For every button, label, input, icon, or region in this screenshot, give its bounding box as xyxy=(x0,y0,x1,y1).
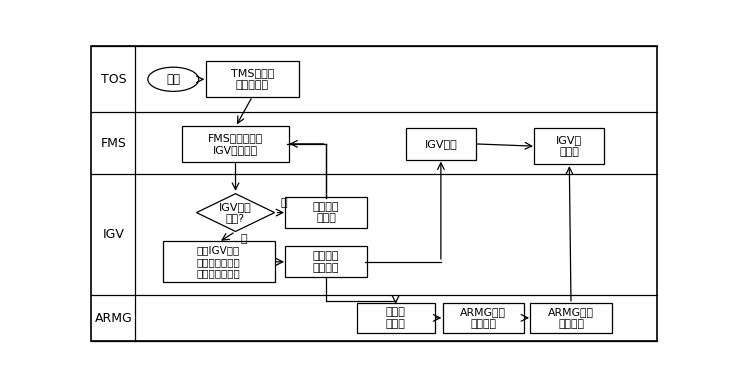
Text: 否: 否 xyxy=(280,198,287,208)
FancyBboxPatch shape xyxy=(182,126,288,162)
Text: 引导对
位完成: 引导对 位完成 xyxy=(385,307,406,329)
Text: FMS: FMS xyxy=(101,137,126,150)
Text: 执行未完
成任务: 执行未完 成任务 xyxy=(312,202,339,223)
Text: 开始: 开始 xyxy=(166,73,180,86)
Text: ARMG完成
装卸操作: ARMG完成 装卸操作 xyxy=(548,307,594,329)
FancyBboxPatch shape xyxy=(206,61,299,97)
Text: IGV: IGV xyxy=(102,228,124,241)
FancyBboxPatch shape xyxy=(530,303,612,333)
Text: IGV是否
空载?: IGV是否 空载? xyxy=(219,202,252,223)
Text: TMS生成任
务通知消息: TMS生成任 务通知消息 xyxy=(231,69,274,90)
Text: IGV解
锁驶离: IGV解 锁驶离 xyxy=(556,136,583,157)
Text: IGV锁车: IGV锁车 xyxy=(425,139,457,149)
Text: TOS: TOS xyxy=(101,73,126,86)
FancyBboxPatch shape xyxy=(163,242,274,282)
FancyBboxPatch shape xyxy=(285,197,366,228)
Text: FMS选择合适的
IGV执行任务: FMS选择合适的 IGV执行任务 xyxy=(208,133,263,155)
Polygon shape xyxy=(196,194,274,231)
Text: ARMG执行
装卸操作: ARMG执行 装卸操作 xyxy=(461,307,507,329)
FancyBboxPatch shape xyxy=(285,246,366,277)
Text: ARMG: ARMG xyxy=(94,311,132,324)
Text: 是: 是 xyxy=(240,234,247,244)
Text: 驶入目标
作业位置: 驶入目标 作业位置 xyxy=(312,251,339,273)
Ellipse shape xyxy=(147,67,199,92)
Text: 指定IGV生成
到对应目标作业
位置的全局路径: 指定IGV生成 到对应目标作业 位置的全局路径 xyxy=(196,245,240,278)
FancyBboxPatch shape xyxy=(442,303,524,333)
FancyBboxPatch shape xyxy=(406,128,476,159)
FancyBboxPatch shape xyxy=(534,128,604,164)
FancyBboxPatch shape xyxy=(356,303,434,333)
